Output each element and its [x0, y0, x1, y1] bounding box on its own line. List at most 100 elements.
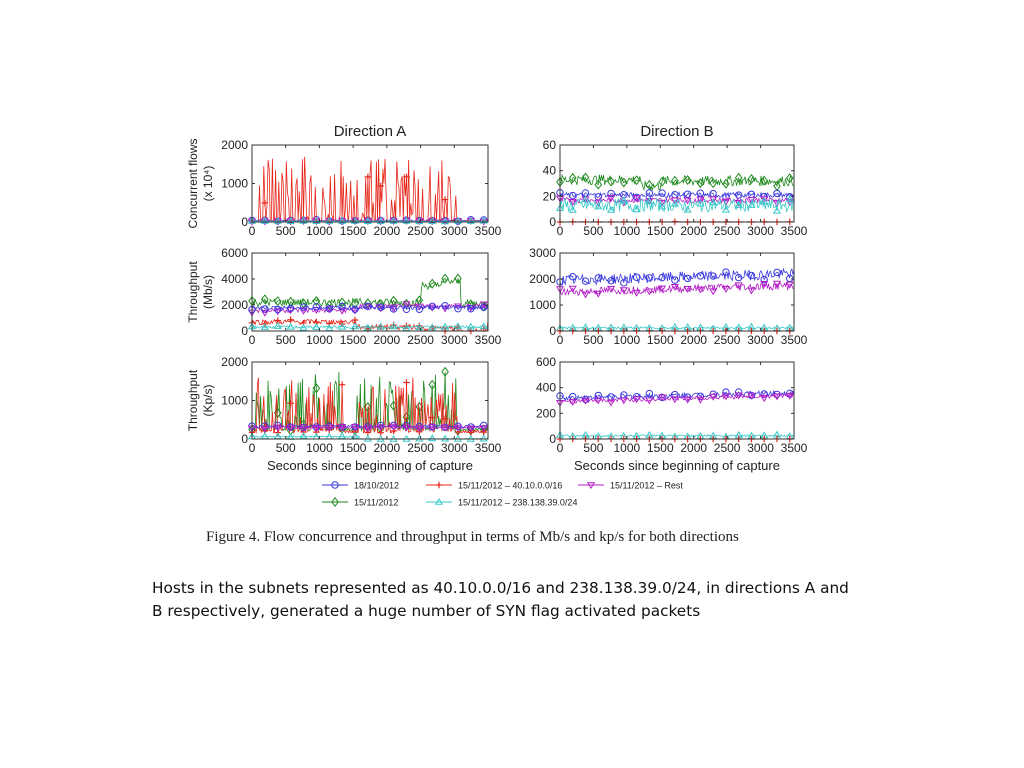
series-marker-B-flows-2: [606, 195, 616, 202]
x-tick-label: 2500: [714, 441, 741, 455]
series-marker-A-mbps-2: [454, 304, 462, 313]
series-marker-B-kps-0: [581, 395, 590, 404]
series-marker-B-flows-2: [632, 195, 641, 203]
x-tick-label: 2000: [680, 333, 707, 347]
x-tick-label: 3000: [747, 441, 774, 455]
series-marker-B-flows-1: [607, 189, 615, 198]
series-line-A-mbps-0: [251, 278, 489, 309]
y-axis-label: (Mb/s): [201, 275, 215, 309]
x-tick-label: 500: [583, 333, 603, 347]
x-tick-label: 2500: [407, 224, 434, 238]
series-marker-A-kps-0: [312, 383, 321, 394]
series-marker-A-mbps-2: [364, 302, 372, 311]
series-marker-B-mbps-0: [760, 275, 768, 284]
column-title-0: Direction A: [334, 123, 407, 140]
series-marker-A-mbps-2: [441, 301, 449, 310]
x-tick-label: 1500: [340, 441, 367, 455]
series-marker-B-flows-0: [632, 175, 641, 186]
series-marker-B-mbps-0: [594, 274, 602, 282]
y-tick-label: 400: [536, 381, 556, 395]
panel-B-flows: 0 500 1000 1500 2000 2500 3000 3500 0 20 40 60: [543, 138, 808, 238]
series-marker-A-mbps-2: [312, 303, 321, 311]
slide-text-line-1: Hosts in the subnets represented as 40.1…: [152, 579, 849, 597]
series-marker-B-mbps-0: [734, 273, 743, 282]
slide-text-line-2: B respectively, generated a huge number …: [152, 602, 701, 620]
y-tick-label: 2000: [529, 272, 556, 286]
series-marker-A-kps-3: [299, 424, 308, 432]
series-marker-A-flows-3: [299, 216, 308, 224]
x-tick-label: 0: [557, 441, 564, 455]
series-marker-B-kps-0: [645, 389, 654, 398]
legend-label: 18/10/2012: [354, 481, 399, 491]
x-tick-label: 3500: [781, 224, 808, 238]
series-marker-B-mbps-0: [683, 274, 692, 283]
series-marker-A-flows-3: [363, 217, 372, 225]
series-marker-B-flows-0: [696, 178, 705, 189]
series-marker-B-mbps-0: [569, 273, 577, 281]
x-tick-label: 3000: [441, 224, 468, 238]
series-marker-B-mbps-1: [760, 280, 769, 288]
series-marker-A-flows-3: [286, 217, 295, 225]
series-marker-A-kps-3: [363, 425, 372, 433]
series-marker-B-flows-3: [658, 202, 667, 210]
series-line-B-flows-3: [559, 197, 795, 213]
legend-label: 15/11/2012 – 40.10.0.0/16: [458, 481, 562, 491]
y-tick-label: 2000: [221, 298, 248, 312]
series-marker-B-mbps-0: [607, 277, 615, 285]
series-marker-A-kps-0: [441, 366, 449, 377]
series-marker-A-kps-4: [363, 434, 372, 442]
series-marker-A-kps-3: [376, 424, 385, 432]
series-marker-B-flows-2: [696, 196, 705, 204]
series-marker-A-mbps-2: [338, 302, 346, 311]
y-tick-label: 600: [536, 355, 556, 369]
x-tick-label: 500: [583, 441, 603, 455]
legend-swatch-marker: [435, 481, 443, 489]
series-marker-B-flows-3: [594, 202, 603, 210]
series-marker-B-flows-3: [606, 205, 616, 213]
series-marker-B-kps-0: [722, 388, 730, 396]
series-line-B-mbps-0: [559, 267, 795, 286]
x-tick-label: 0: [557, 224, 564, 238]
panel-A-kps: 0 500 1000 1500 2000 2500 3000 3500 0 1000 2000 Thr…: [186, 355, 502, 473]
series-marker-B-flows-0: [658, 176, 666, 187]
series-marker-A-mbps-1: [402, 301, 411, 309]
series-marker-B-flows-0: [619, 177, 628, 188]
series-marker-A-flows-1: [261, 199, 269, 207]
series-marker-B-mbps-1: [785, 281, 794, 289]
series-marker-A-mbps-0: [273, 296, 282, 307]
series-marker-A-mbps-4: [389, 322, 398, 330]
panel-frame-A-mbps: [251, 252, 489, 332]
series-marker-B-mbps-1: [619, 287, 628, 295]
series-marker-B-flows-1: [696, 189, 705, 197]
series-marker-A-kps-4: [338, 432, 347, 439]
series-marker-A-mbps-0: [364, 298, 372, 309]
series-marker-A-flows-3: [312, 217, 321, 224]
series-marker-B-kps-1: [658, 394, 667, 402]
series-marker-B-flows-0: [785, 173, 794, 184]
series-marker-B-flows-0: [734, 172, 743, 183]
x-tick-label: 500: [276, 224, 296, 238]
series-marker-B-kps-1: [696, 396, 705, 404]
series-marker-B-flows-1: [569, 191, 577, 200]
series-marker-B-flows-0: [709, 178, 717, 189]
series-line-B-kps-2: [559, 433, 795, 438]
series-marker-A-kps-4: [479, 434, 488, 442]
panel-frame-B-kps: [559, 361, 795, 440]
series-marker-A-mbps-1: [260, 309, 269, 317]
series-marker-A-flows-3: [247, 216, 257, 224]
figure-caption: Figure 4. Flow concurrence and throughpu…: [206, 529, 739, 545]
series-marker-B-flows-0: [581, 172, 590, 183]
series-line-A-mbps-2: [251, 304, 489, 311]
series-marker-B-mbps-0: [671, 276, 679, 284]
x-tick-label: 500: [276, 333, 296, 347]
y-tick-label: 1000: [221, 177, 248, 191]
x-tick-label: 1500: [647, 333, 674, 347]
slide-body-text: Hosts in the subnets represented as 40.1…: [152, 577, 872, 623]
series-marker-A-mbps-4: [415, 323, 424, 331]
series-marker-B-kps-1: [568, 399, 577, 406]
series-marker-A-kps-3: [350, 424, 360, 431]
x-tick-label: 3000: [747, 224, 774, 238]
series-marker-A-mbps-3: [287, 316, 294, 323]
series-marker-A-mbps-2: [402, 305, 411, 313]
x-tick-label: 2500: [714, 224, 741, 238]
